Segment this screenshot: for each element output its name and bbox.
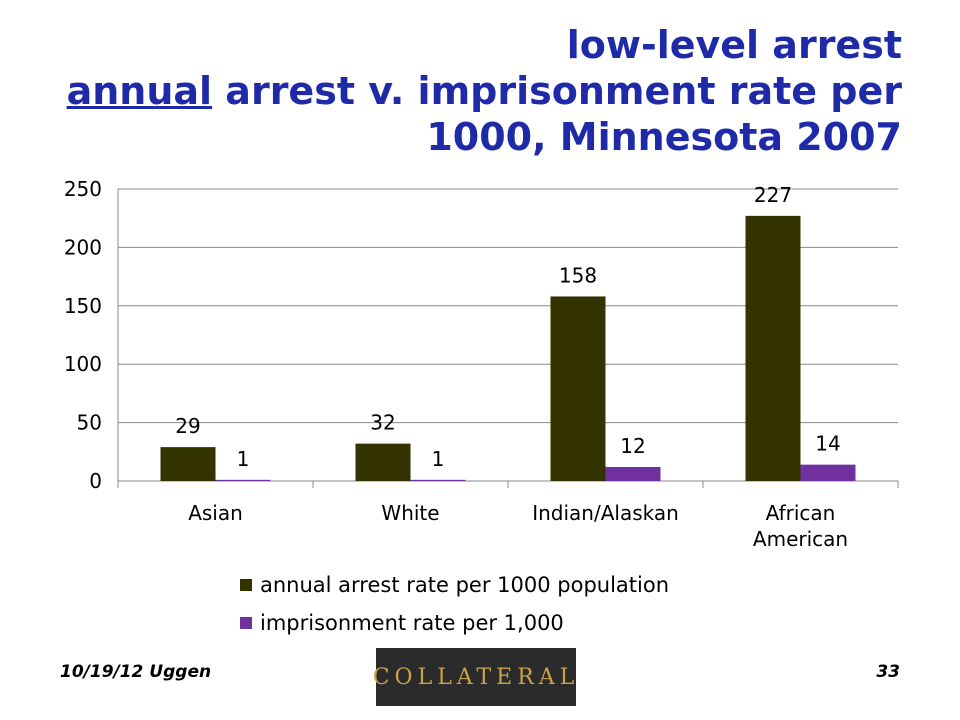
- page-number: 33: [876, 662, 900, 682]
- data-label: 227: [754, 183, 792, 207]
- title-underlined-word: annual: [66, 69, 213, 113]
- bar-arrest-rate: [160, 447, 216, 481]
- x-tick-label: White: [381, 501, 439, 525]
- data-label: 29: [175, 414, 200, 438]
- title-line-1: low-level arrest: [566, 23, 902, 67]
- title-line-3: 1000, Minnesota 2007: [426, 115, 902, 159]
- y-tick-label: 200: [64, 235, 102, 259]
- bar-imprisonment-rate: [605, 466, 661, 481]
- y-tick-label: 150: [64, 294, 102, 318]
- y-tick-label: 100: [64, 352, 102, 376]
- collateral-logo: COLLATERAL: [373, 648, 576, 706]
- x-tick-label: Asian: [188, 501, 243, 525]
- bar-imprisonment-rate: [215, 479, 271, 481]
- legend-label-imprisonment: imprisonment rate per 1,000: [260, 611, 564, 635]
- slide-title: low-level arrest annual arrest v. impris…: [42, 22, 902, 160]
- logo-text: COLLATERAL: [372, 664, 580, 690]
- data-label: 1: [237, 447, 250, 471]
- legend-swatch-imprisonment: [240, 617, 252, 629]
- data-label: 158: [559, 263, 597, 287]
- legend-label-arrest: annual arrest rate per 1000 population: [260, 573, 670, 597]
- y-tick-label: 250: [64, 177, 102, 201]
- title-line-2: annual arrest v. imprisonment rate per: [42, 68, 902, 114]
- data-label: 14: [815, 432, 840, 456]
- y-tick-label: 50: [77, 411, 102, 435]
- bar-arrest-rate: [745, 215, 801, 481]
- x-tick-label: African: [766, 501, 836, 525]
- legend-item-imprisonment: imprisonment rate per 1,000: [240, 604, 669, 642]
- footer-date-author: 10/19/12 Uggen: [60, 662, 212, 682]
- data-label: 32: [370, 411, 395, 435]
- bar-imprisonment-rate: [410, 479, 466, 481]
- data-label: 12: [620, 434, 645, 458]
- bar-arrest-rate: [355, 443, 411, 481]
- y-tick-label: 0: [89, 469, 102, 493]
- bar-arrest-rate: [550, 296, 606, 481]
- chart-legend: annual arrest rate per 1000 population i…: [240, 566, 669, 642]
- legend-swatch-arrest: [240, 579, 252, 591]
- bar-chart: 0 50 100 150 200 250 29 1 Asian 32 1 White 158 12 Indi…: [64, 177, 899, 551]
- data-label: 1: [432, 447, 445, 471]
- title-line-2-rest: arrest v. imprisonment rate per: [212, 69, 902, 113]
- bar-imprisonment-rate: [800, 464, 856, 481]
- x-tick-label: American: [753, 527, 848, 551]
- x-tick-label: Indian/Alaskan: [532, 501, 679, 525]
- legend-item-arrest: annual arrest rate per 1000 population: [240, 566, 669, 604]
